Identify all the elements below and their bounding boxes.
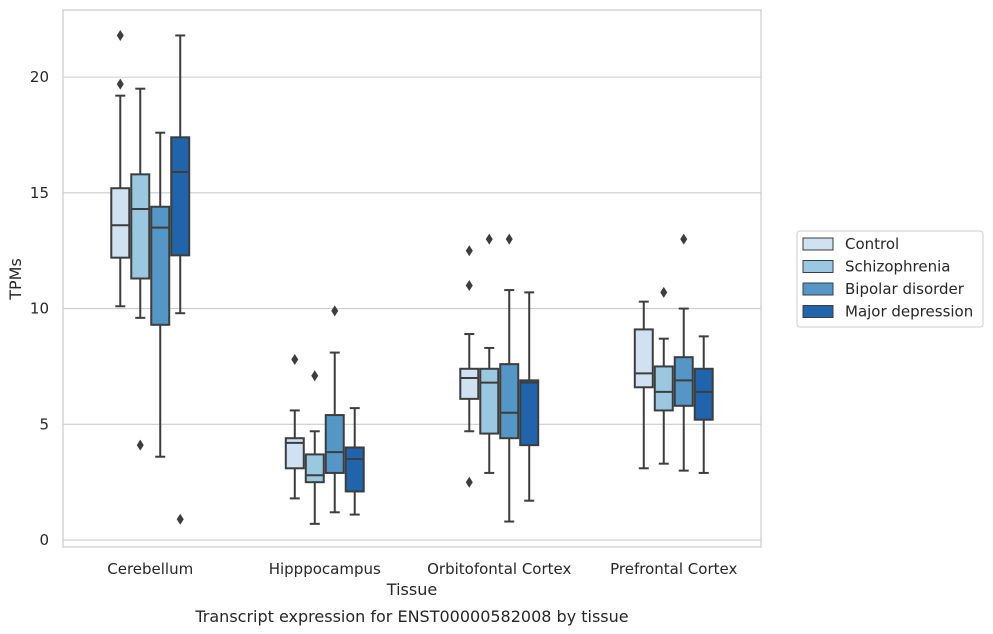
box-group xyxy=(459,245,480,488)
box-group xyxy=(673,233,694,472)
x-tick-label: Orbitofontal Cortex xyxy=(427,560,571,578)
legend-label: Bipolar disorder xyxy=(845,280,965,298)
box-iqr xyxy=(284,437,305,470)
axis-ticks: 0 5 10 15 20 Cerebellum Hipppocampus Orbitofont… xyxy=(30,68,738,578)
box-iqr xyxy=(673,356,694,407)
box-iqr xyxy=(150,205,171,326)
x-axis-title: Tissue xyxy=(386,580,437,599)
box-group xyxy=(344,407,365,516)
outlier-point xyxy=(311,370,319,382)
box-iqr xyxy=(130,173,151,280)
x-tick-label: Hipppocampus xyxy=(269,560,381,578)
legend-swatch xyxy=(802,260,834,273)
box-iqr xyxy=(479,367,500,435)
y-tick-label: 0 xyxy=(39,531,49,549)
box-group xyxy=(170,34,191,525)
box-group xyxy=(130,87,151,451)
box-iqr xyxy=(110,187,131,259)
outlier-point xyxy=(176,513,184,525)
outlier-point xyxy=(485,233,493,245)
box-group xyxy=(324,305,345,514)
outlier-point xyxy=(465,245,473,257)
legend-label: Schizophrenia xyxy=(845,258,950,276)
legend-label: Major depression xyxy=(845,303,973,321)
y-tick-label: 20 xyxy=(30,68,49,86)
y-tick-label: 10 xyxy=(30,300,49,318)
box-group xyxy=(110,29,131,308)
outlier-point xyxy=(136,439,144,451)
outlier-point xyxy=(291,354,299,366)
box-group xyxy=(633,300,654,470)
outlier-point xyxy=(505,233,513,245)
box-group xyxy=(653,286,674,465)
y-axis-title: TPMs xyxy=(6,258,25,301)
x-tick-label: Cerebellum xyxy=(107,560,193,578)
outlier-point xyxy=(331,305,339,317)
outlier-point xyxy=(680,233,688,245)
y-tick-label: 5 xyxy=(39,415,49,433)
box-group xyxy=(479,233,500,474)
x-tick-label: Prefrontal Cortex xyxy=(610,560,737,578)
box-group xyxy=(150,131,171,458)
outlier-point xyxy=(465,476,473,488)
outlier-point xyxy=(465,279,473,291)
box-group xyxy=(304,370,325,525)
outlier-point xyxy=(660,286,668,298)
legend-swatch xyxy=(802,282,834,296)
legend[interactable]: Control Schizophrenia Bipolar disorder Majo… xyxy=(796,230,984,328)
box-iqr xyxy=(344,446,365,493)
box-group xyxy=(284,354,305,500)
box-iqr xyxy=(693,367,714,421)
box-iqr xyxy=(499,363,520,440)
box-iqr xyxy=(304,453,325,484)
legend-swatch xyxy=(802,305,834,318)
box-iqr xyxy=(170,136,191,257)
y-tick-label: 15 xyxy=(30,184,49,202)
box-iqr xyxy=(324,414,345,474)
outlier-point xyxy=(116,78,124,90)
box-group xyxy=(519,291,540,502)
box-iqr xyxy=(519,379,540,447)
plot-frame xyxy=(62,9,762,548)
box-series xyxy=(110,29,714,525)
chart-caption: Transcript expression for ENST0000058200… xyxy=(194,607,628,626)
box-iqr xyxy=(633,328,654,389)
box-group xyxy=(499,233,520,523)
outlier-point xyxy=(116,29,124,41)
box-iqr xyxy=(653,365,674,412)
box-iqr xyxy=(459,367,480,400)
box-group xyxy=(693,335,714,474)
legend-label: Control xyxy=(845,235,899,253)
legend-frame xyxy=(796,230,984,328)
legend-swatch xyxy=(802,237,834,251)
